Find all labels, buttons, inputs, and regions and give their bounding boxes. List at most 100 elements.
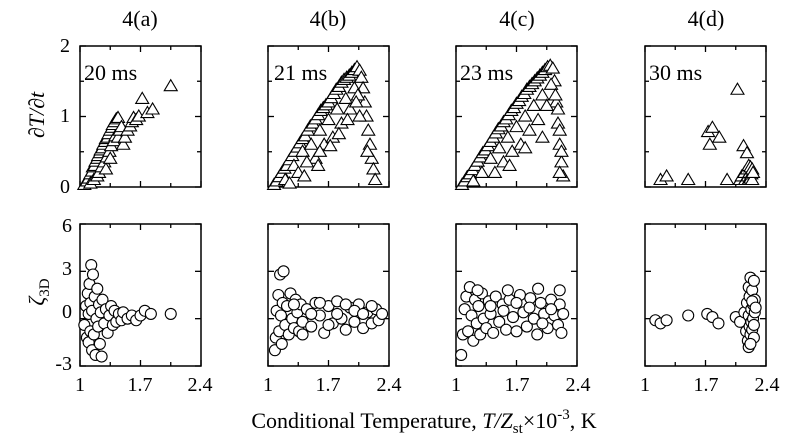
top-point-d-25	[745, 165, 761, 178]
bottom-point-c-30	[531, 328, 544, 341]
bottom-point-a-41	[164, 307, 177, 320]
xtick-label-c-0: 1	[451, 374, 461, 396]
top-ylabel: ∂T/∂t	[24, 91, 49, 138]
bottom-point-b-39	[376, 307, 389, 320]
top-point-d-2	[680, 172, 696, 186]
top-point-c-42	[474, 165, 490, 178]
bottom-point-c-40	[484, 299, 497, 313]
top-point-b-65	[282, 175, 298, 189]
xtick-label-a-2: 2.4	[188, 374, 213, 396]
top-point-c-66	[534, 130, 550, 143]
bottom-point-b-44	[322, 318, 335, 332]
xlabel-unit: , K	[570, 408, 597, 433]
top-point-b-68	[352, 108, 368, 122]
panel-a: 20 ms	[76, 45, 202, 367]
top-point-d-10	[739, 145, 755, 159]
top-point-b-66	[296, 168, 312, 182]
top-point-c-60	[553, 144, 569, 157]
top-ytick-label-1: 1	[60, 105, 70, 127]
bottom-point-b-30	[339, 323, 352, 336]
top-point-c-59	[552, 123, 568, 136]
bottom-point-b-40	[287, 298, 300, 311]
top-ytick-label-0: 0	[60, 176, 70, 198]
xtick-label-a-0: 1	[75, 374, 85, 396]
bottom-point-c-38	[555, 326, 568, 339]
panel-title-c: 4(c)	[499, 6, 534, 31]
bottom-point-c-0	[455, 348, 468, 362]
bottom-point-b-41	[296, 328, 309, 341]
top-point-a-40	[115, 137, 131, 150]
xlabel-sub: st	[513, 421, 524, 437]
top-point-a-41	[117, 130, 133, 143]
xtick-label-c-2: 2.4	[566, 374, 591, 396]
top-point-c-63	[487, 165, 503, 178]
bottom-ytick-label-2: 3	[62, 258, 72, 280]
xlabel-prefix: Conditional Temperature,	[251, 408, 482, 433]
bottom-point-b-22	[305, 320, 318, 333]
bottom-point-c-4	[462, 325, 475, 338]
xtick-label-b-2: 2.4	[377, 374, 402, 396]
time-label-b: 21 ms	[274, 60, 327, 85]
bottom-point-a-22	[95, 350, 108, 363]
bottom-point-c-48	[532, 282, 545, 295]
bottom-point-d-30	[744, 337, 757, 350]
bottom-point-c-17	[487, 326, 500, 339]
top-point-b-64	[348, 94, 364, 108]
top-point-c-64	[502, 158, 518, 171]
xtick-label-b-1: 1.7	[316, 374, 341, 396]
top-point-b-46	[312, 123, 328, 136]
top-point-c-45	[500, 130, 516, 143]
panel-title-b: 4(b)	[310, 6, 347, 31]
time-label-a: 20 ms	[84, 60, 137, 85]
bottom-point-c-41	[497, 304, 510, 317]
xtick-label-c-1: 1.7	[505, 374, 530, 396]
top-point-b-55	[342, 101, 358, 115]
bottom-point-b-45	[331, 307, 344, 320]
top-point-b-67	[310, 158, 326, 171]
xtick-label-a-1: 1.7	[128, 374, 153, 396]
bottom-point-b-7	[275, 337, 288, 350]
bottom-point-c-18	[489, 290, 502, 303]
top-point-d-5	[704, 120, 720, 133]
top-point-c-52	[504, 144, 520, 157]
bottom-point-d-6	[712, 317, 725, 330]
top-point-c-50	[543, 77, 559, 90]
top-point-d-7	[719, 172, 735, 186]
xtick-label-d-1: 1.7	[694, 374, 719, 396]
bottom-ylabel-subscript: 3D	[37, 278, 53, 297]
top-point-b-42	[367, 172, 383, 186]
top-point-a-48	[134, 91, 150, 104]
bottom-ytick-label-0: -3	[55, 353, 72, 375]
top-point-c-62	[465, 173, 481, 187]
top-point-a-38	[98, 161, 114, 175]
top-point-a-51	[163, 78, 179, 92]
x-axis-label: Conditional Temperature, T/Zst×10-3, K	[251, 407, 596, 437]
top-point-b-61	[322, 138, 338, 152]
bottom-ytick-label-3: 6	[62, 215, 72, 237]
top-point-b-44	[295, 144, 311, 157]
top-point-c-54	[522, 123, 537, 136]
bottom-point-c-43	[523, 301, 536, 314]
bottom-point-a-17	[91, 282, 104, 295]
bottom-point-b-42	[305, 307, 318, 320]
top-point-a-50	[145, 101, 161, 115]
bottom-point-c-44	[536, 317, 549, 330]
bottom-point-d-33	[749, 301, 762, 314]
bottom-point-b-48	[357, 307, 370, 320]
bottom-point-c-23	[506, 311, 520, 324]
top-point-b-47	[321, 112, 336, 126]
top-point-c-47	[517, 108, 533, 122]
bottom-point-d-2	[660, 314, 673, 327]
top-point-b-62	[331, 126, 347, 140]
top-point-b-49	[338, 91, 354, 104]
top-point-d-8	[730, 82, 745, 95]
bottom-point-a-40	[144, 307, 157, 320]
top-point-b-48	[329, 101, 345, 115]
top-point-b-40	[364, 151, 380, 164]
top-point-c-49	[534, 87, 550, 101]
top-point-b-45	[303, 137, 319, 150]
top-point-c-35	[545, 60, 561, 74]
top-point-c-65	[517, 140, 533, 154]
top-point-b-63	[340, 112, 355, 126]
